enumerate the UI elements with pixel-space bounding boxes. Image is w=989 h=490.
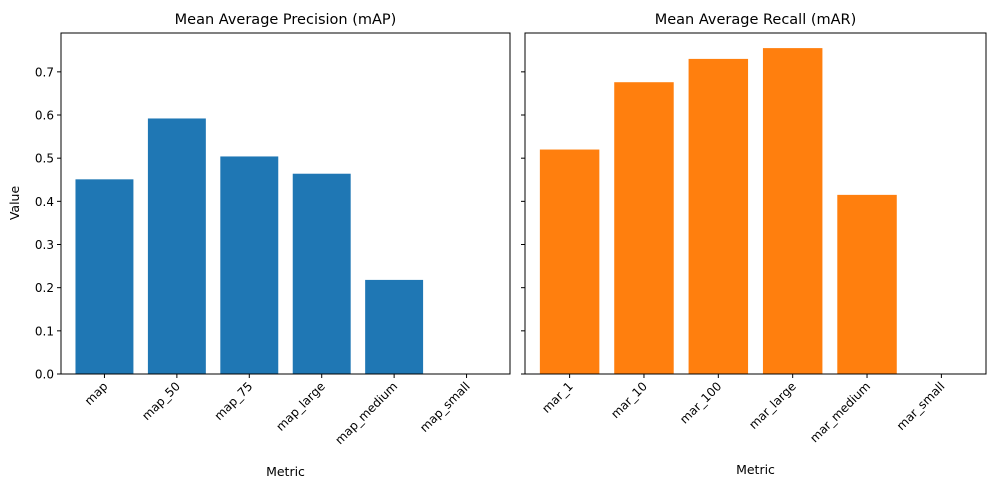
y-axis-label-map: Value xyxy=(7,186,22,221)
bar-map-large xyxy=(292,173,351,374)
y-tick-label: 0.2 xyxy=(35,281,54,295)
panel-map: Mean Average Precision (mAP) Metric Valu… xyxy=(7,12,511,479)
y-tick-label: 0.6 xyxy=(35,109,54,123)
y-tick-label: 0.0 xyxy=(35,368,54,382)
chart-title-mar: Mean Average Recall (mAR) xyxy=(655,12,857,28)
bar-mar-large xyxy=(762,48,823,375)
bar-mar-medium xyxy=(837,194,897,374)
bar-mar-1 xyxy=(539,149,600,374)
axes-frame xyxy=(60,32,511,375)
axes-frame xyxy=(524,32,987,375)
bar-map-medium xyxy=(365,279,424,374)
chart-title-map: Mean Average Precision (mAP) xyxy=(175,12,397,28)
bar-map-50 xyxy=(147,118,206,374)
bar-mar-10 xyxy=(614,82,674,375)
y-tick-label: 0.3 xyxy=(35,238,54,252)
y-tick-label: 0.5 xyxy=(35,152,54,166)
y-tick-label: 0.1 xyxy=(35,324,54,338)
y-tick-label: 0.4 xyxy=(35,195,54,209)
x-axis-label-mar: Metric xyxy=(736,462,775,477)
y-tick-label: 0.7 xyxy=(35,65,54,79)
bar-map xyxy=(75,179,134,374)
bar-map-75 xyxy=(220,156,279,374)
bar-mar-100 xyxy=(688,58,749,375)
x-axis-label-map: Metric xyxy=(266,464,305,479)
